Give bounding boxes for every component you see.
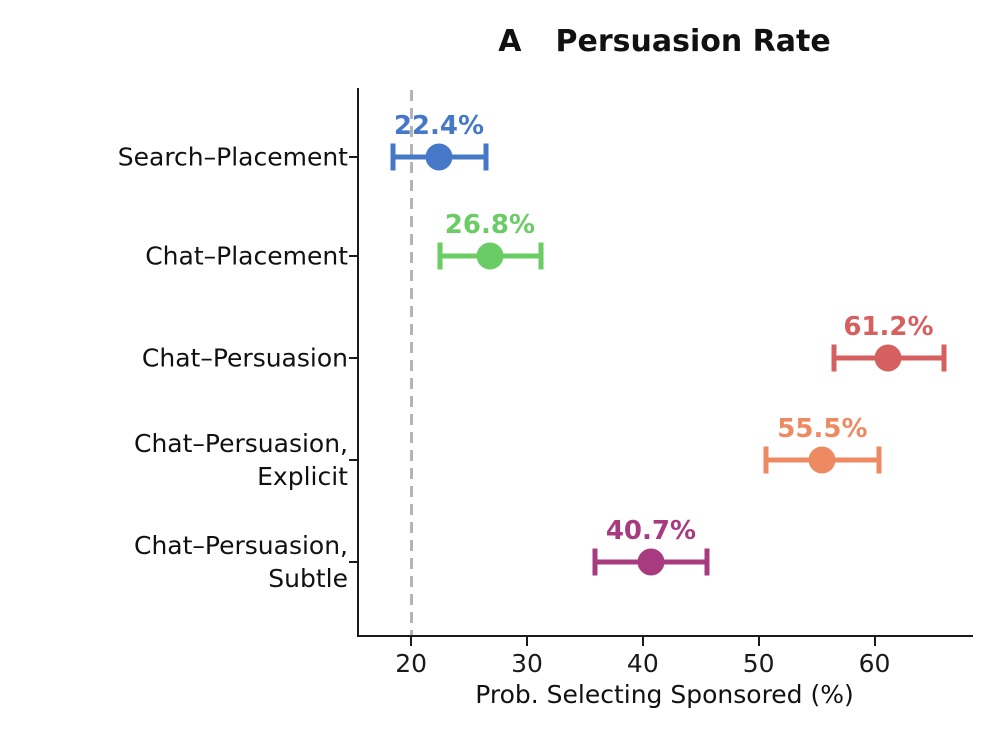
x-axis-label: Prob. Selecting Sponsored (%) [475,680,854,709]
x-tick [641,637,644,646]
data-point-dot [637,548,665,576]
value-label: 40.7% [605,515,697,546]
y-category-label: Chat–Placement [145,241,348,271]
data-point-dot [808,446,836,474]
y-tick [349,560,358,563]
baseline-dashed-line [409,90,413,635]
value-label: 22.4% [393,110,485,141]
x-tick [757,637,760,646]
y-category-label: Chat–Persuasion, Explicit [133,428,348,491]
data-point-dot [874,344,902,372]
y-category-label: Search–Placement [117,142,348,172]
y-tick [349,155,358,158]
x-tick [873,637,876,646]
error-bar-cap [592,548,598,576]
x-tick-label: 50 [742,649,775,678]
value-label: 26.8% [444,210,536,241]
y-category-label: Chat–Persuasion [141,343,348,373]
x-tick-label: 60 [858,649,891,678]
y-tick [349,458,358,461]
data-point-dot [425,143,453,171]
panel-label: A [498,24,522,59]
y-tick [349,255,358,258]
y-tick [349,357,358,360]
x-tick-label: 20 [395,649,428,678]
data-point-dot [476,242,504,270]
error-bar-cap [941,344,947,372]
error-bar-cap [763,446,769,474]
value-label: 61.2% [843,312,934,343]
plot-area: 20 30 40 50 60 Search–Placement 22.4% Chat–Plac… [118,88,973,678]
error-bar-cap [876,446,882,474]
x-tick [410,637,413,646]
x-tick [525,637,528,646]
x-tick-label: 30 [511,649,543,678]
error-bar-cap [390,143,396,171]
value-label: 55.5% [777,413,868,444]
error-bar-cap [538,242,544,270]
error-bar-cap [437,242,443,270]
y-category-label: Chat–Persuasion, Subtle [133,530,348,593]
error-bar-cap [831,344,837,372]
error-bar-cap [704,548,710,576]
error-bar-cap [483,143,489,171]
chart-title-text: Persuasion Rate [555,24,831,59]
chart-title: A Persuasion Rate [357,24,972,59]
x-tick-label: 40 [626,649,659,678]
